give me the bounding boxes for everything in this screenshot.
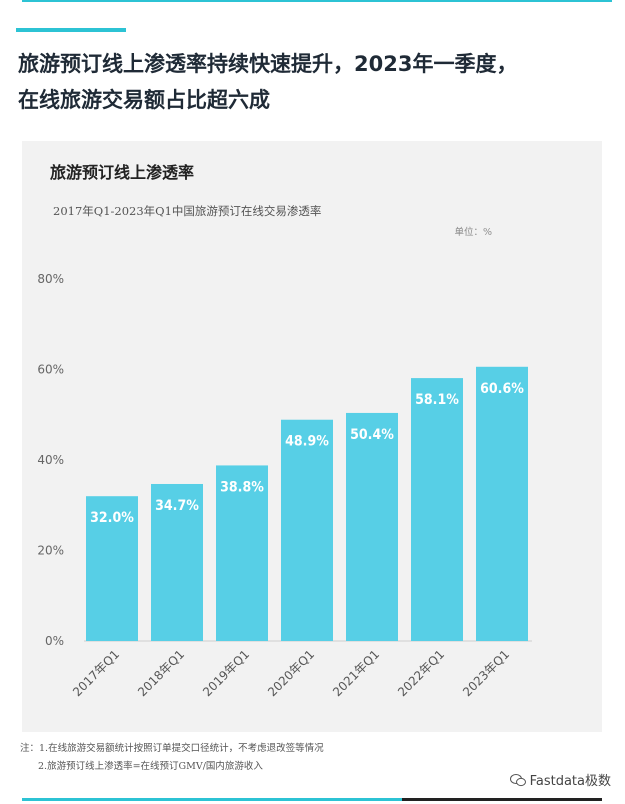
footnotes: 注：1.在线旅游交易额统计按照订单提交口径统计，不考虑退改签等情况 2.旅游预订… [20, 740, 324, 776]
bar-value-label: 60.6% [480, 381, 524, 397]
bar [346, 412, 398, 641]
bar-value-label: 38.8% [220, 479, 264, 495]
bar-chart: 0% 20% 40% 60% 80% 32.0% 2017年Q1 34.7% 2018年Q1 38… [37, 272, 532, 699]
bottom-rule [22, 798, 402, 801]
wechat-icon [509, 773, 526, 786]
bar-value-label: 48.9% [285, 434, 329, 450]
x-tick-label: 2021年Q1 [330, 647, 382, 699]
watermark-text: Fastdata极数 [529, 774, 611, 789]
headline: 旅游预订线上渗透率持续快速提升，2023年一季度， 在线旅游交易额占比超六成 [18, 46, 613, 118]
headline-line-1: 旅游预订线上渗透率持续快速提升，2023年一季度， [18, 52, 518, 76]
bar-value-label: 58.1% [415, 392, 459, 408]
x-tick-label: 2022年Q1 [395, 647, 447, 699]
x-tick-label: 2017年Q1 [70, 647, 122, 699]
bar-value-label: 32.0% [90, 510, 134, 526]
bar-value-label: 50.4% [350, 427, 394, 443]
top-rule [22, 0, 612, 2]
x-tick-label: 2018年Q1 [135, 647, 187, 699]
x-tick-label: 2020年Q1 [265, 647, 317, 699]
x-tick-label: 2019年Q1 [200, 647, 252, 699]
headline-accent-bar [16, 28, 126, 32]
chart-panel: 旅游预订线上渗透率 2017年Q1-2023年Q1中国旅游预订在线交易渗透率 单… [22, 141, 602, 732]
bar [86, 496, 138, 641]
bar [216, 465, 268, 641]
y-tick-label: 20% [37, 544, 64, 558]
unit-label: 单位：% [454, 227, 492, 238]
bar [281, 419, 333, 641]
y-tick-label: 80% [37, 272, 64, 286]
bottom-rule-dark [402, 798, 602, 801]
footnote-1: 注：1.在线旅游交易额统计按照订单提交口径统计，不考虑退改签等情况 [20, 743, 324, 754]
bar [151, 483, 203, 641]
y-tick-label: 40% [37, 453, 64, 467]
x-tick-label: 2023年Q1 [460, 647, 512, 699]
footnote-2: 2.旅游预订线上渗透率=在线预订GMV/国内旅游收入 [38, 761, 263, 772]
headline-line-2: 在线旅游交易额占比超六成 [18, 88, 270, 112]
watermark: Fastdata极数 [509, 770, 611, 789]
bar-value-label: 34.7% [155, 498, 199, 514]
chart-subtitle: 2017年Q1-2023年Q1中国旅游预订在线交易渗透率 [53, 204, 322, 218]
y-tick-label: 0% [45, 634, 64, 648]
y-tick-label: 60% [37, 363, 64, 377]
chart-title: 旅游预订线上渗透率 [50, 163, 195, 182]
bar [476, 366, 528, 641]
bar [411, 378, 463, 641]
